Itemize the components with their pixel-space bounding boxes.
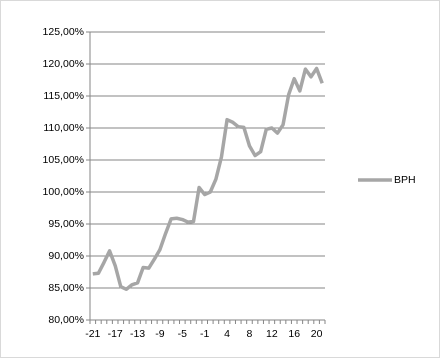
x-tick-label: -21 bbox=[85, 328, 100, 340]
x-tick-label: 12 bbox=[266, 328, 278, 340]
x-tick-label: -17 bbox=[108, 328, 123, 340]
y-tick-label: 90,00% bbox=[48, 250, 84, 262]
y-tick-label: 105,00% bbox=[43, 154, 84, 166]
y-tick-label: 100,00% bbox=[43, 186, 84, 198]
y-tick-label: 80,00% bbox=[48, 314, 84, 326]
y-tick-label: 125,00% bbox=[43, 26, 84, 38]
y-tick-label: 115,00% bbox=[43, 90, 84, 102]
x-tick-label: -1 bbox=[200, 328, 209, 340]
y-tick-label: 120,00% bbox=[43, 58, 84, 70]
legend-label: BPH bbox=[394, 174, 416, 186]
x-tick-label: 20 bbox=[311, 328, 323, 340]
y-tick-label: 85,00% bbox=[48, 282, 84, 294]
x-tick-label: 4 bbox=[224, 328, 230, 340]
x-tick-label: 8 bbox=[247, 328, 253, 340]
x-tick-label: -9 bbox=[155, 328, 164, 340]
x-tick-label: -13 bbox=[130, 328, 145, 340]
y-tick-label: 110,00% bbox=[43, 122, 84, 134]
data-line bbox=[92, 66, 324, 292]
x-tick-label: 16 bbox=[288, 328, 300, 340]
x-tick-label: -5 bbox=[178, 328, 187, 340]
y-tick-label: 95,00% bbox=[48, 218, 84, 230]
